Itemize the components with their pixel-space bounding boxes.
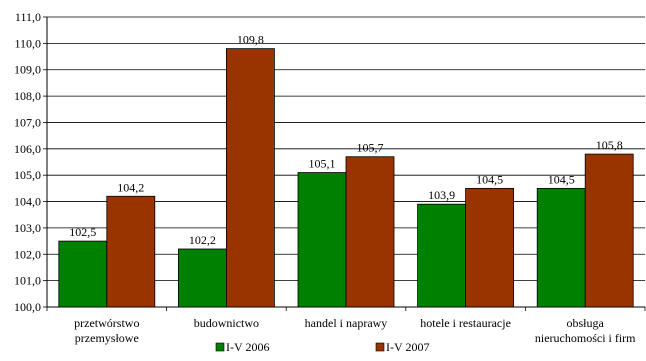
category-label: nieruchomości i firm	[535, 331, 636, 345]
legend-label: I-V 2006	[226, 340, 269, 354]
data-label: 104,5	[548, 172, 575, 186]
y-tick-label: 111,0	[15, 10, 41, 24]
data-label: 105,8	[596, 138, 623, 152]
y-tick-label: 102,0	[14, 247, 41, 261]
category-label: przemysłowe	[75, 331, 139, 345]
legend-swatch	[375, 342, 385, 352]
data-label: 102,5	[69, 225, 96, 239]
data-label: 103,9	[428, 188, 455, 202]
category-label: budownictwo	[194, 316, 259, 330]
bar-series1	[536, 187, 586, 308]
bar-series2	[345, 156, 395, 308]
data-label: 102,2	[189, 233, 216, 247]
category-label: przetwórstwo	[74, 316, 139, 330]
y-tick-label: 100,0	[14, 300, 41, 314]
legend-swatch	[215, 342, 225, 352]
category-label: obsługa	[567, 316, 605, 330]
y-tick-label: 105,0	[14, 168, 41, 182]
data-label: 105,7	[357, 141, 384, 155]
category-label: handel i naprawy	[305, 316, 388, 330]
y-tick-label: 108,0	[14, 89, 41, 103]
bar-series1	[417, 203, 467, 308]
data-label: 104,2	[117, 180, 144, 194]
y-tick-label: 107,0	[14, 115, 41, 129]
y-tick-label: 106,0	[14, 142, 41, 156]
y-tick-label: 103,0	[14, 221, 41, 235]
bar-series1	[177, 248, 227, 308]
category-label: hotele i restauracje	[420, 316, 511, 330]
y-tick-label: 101,0	[14, 274, 41, 288]
y-tick-label: 110,0	[14, 36, 41, 50]
y-tick-label: 104,0	[14, 195, 41, 209]
bar-series2	[225, 48, 275, 308]
legend-label: I-V 2007	[386, 340, 429, 354]
data-label: 109,8	[237, 33, 264, 47]
y-tick-label: 109,0	[14, 63, 41, 77]
bar-series2	[584, 153, 634, 308]
bar-series1	[297, 172, 347, 308]
bar-series1	[58, 240, 108, 308]
bar-series2	[465, 187, 515, 308]
data-label: 105,1	[309, 157, 336, 171]
data-label: 104,5	[476, 172, 503, 186]
bar-series2	[106, 195, 156, 308]
